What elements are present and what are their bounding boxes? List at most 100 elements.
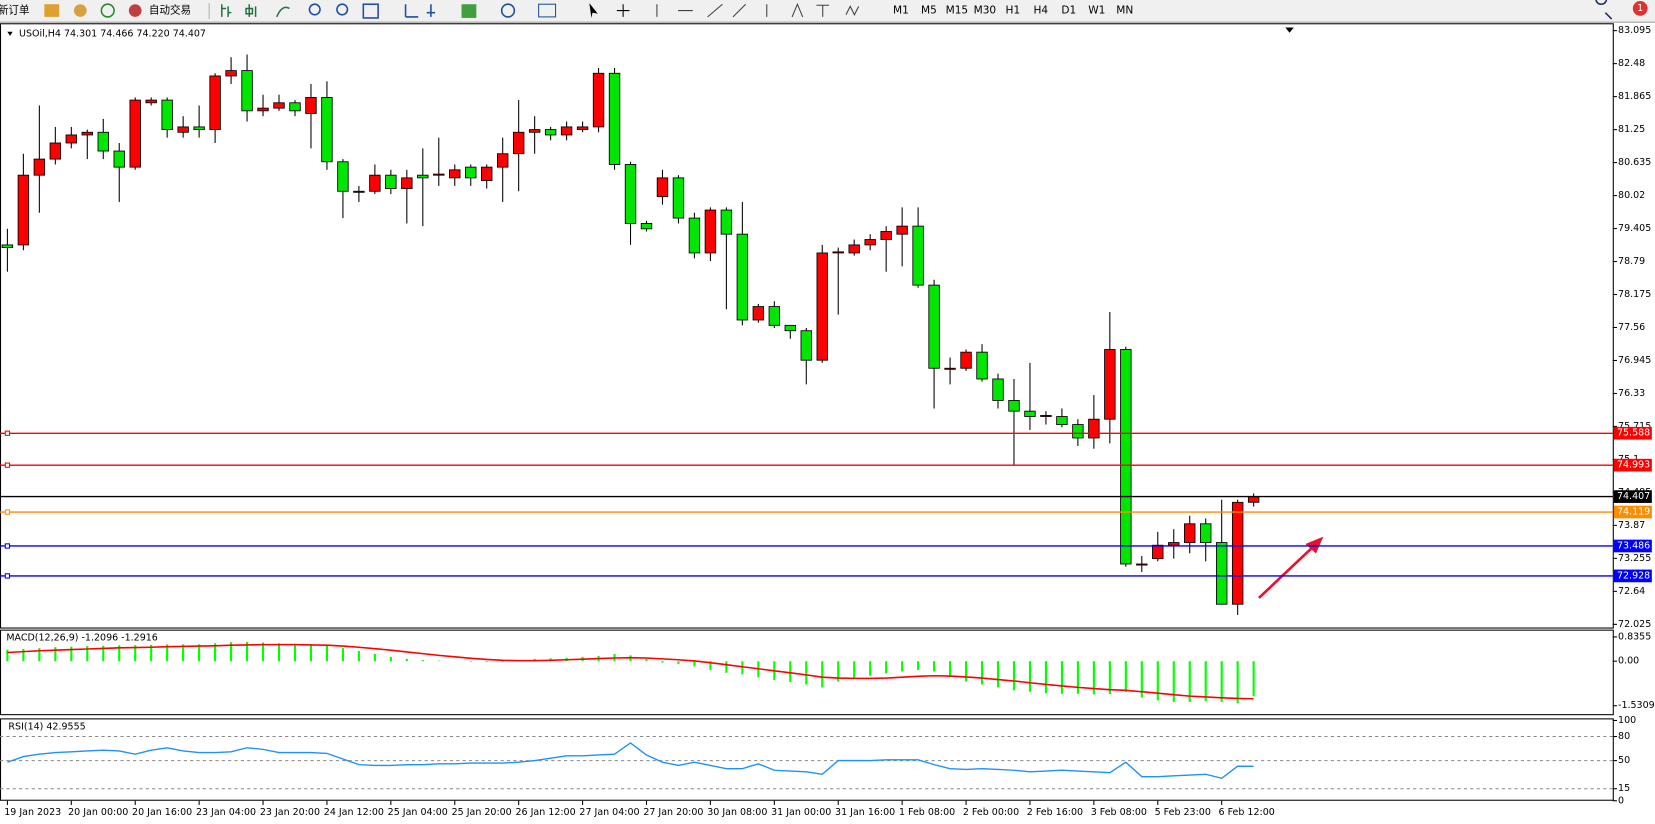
macd-title: MACD(12,26,9) -1.2096 -1.2916 [6,633,158,644]
signal-line [7,643,1254,700]
y-tick-label: 81.25 [1618,124,1645,135]
timeframe-button[interactable]: M1 [893,5,909,17]
timeframe-button[interactable]: H1 [1006,5,1021,17]
candle-body [113,150,125,168]
annotation-arrow-head [1305,536,1324,554]
candle-body [33,158,46,176]
level-label-bg [1613,505,1652,519]
candle-body [1120,349,1132,565]
crosshair-tool[interactable] [616,4,630,17]
auto-trading-icon[interactable] [128,4,142,17]
timeframe-button[interactable]: M30 [974,5,997,17]
histogram-bar [645,658,648,662]
histogram-bar [54,647,57,662]
histogram-bar [1252,661,1255,697]
y-tick-label: -1.5309 [1618,700,1655,711]
y-tick-label: 72.64 [1618,586,1645,597]
histogram-bar [1092,661,1095,695]
candle-body [385,174,397,190]
x-tick-label: 27 Jan 20:00 [643,807,703,818]
candle-body [768,306,781,326]
candle-body [1104,349,1116,420]
timeframe-button[interactable]: H4 [1034,5,1049,17]
icon[interactable] [73,4,87,17]
candle-body [816,252,828,361]
timeframe-button[interactable]: D1 [1061,5,1076,17]
histogram-bar [341,648,344,662]
y-tick-label: 0 [1618,795,1624,806]
icon[interactable] [276,6,290,18]
candle-body [496,153,509,168]
zoom-out[interactable] [336,3,349,16]
indicator-button[interactable] [461,4,477,18]
zoom-in[interactable] [308,3,321,16]
notification-badge[interactable] [1632,1,1648,16]
y-tick-label: 50 [1618,755,1630,766]
candle-body [704,209,717,254]
annotation-arrow [1258,543,1317,599]
cursor-tool[interactable] [589,3,598,18]
histogram-bar [725,661,728,673]
candle-body [1024,410,1036,417]
histogram-bar [1236,661,1239,704]
arrow-tool[interactable] [845,5,860,16]
x-tick-label: 20 Jan 16:00 [132,807,192,818]
candle-body [624,164,637,224]
histogram-bar [214,643,217,662]
timeframe-button[interactable]: MN [1116,5,1133,17]
icon[interactable] [44,4,60,17]
y-tick-label: 0.00 [1618,656,1639,667]
histogram-bar [405,658,408,662]
histogram-bar [485,661,488,663]
icon[interactable] [404,4,436,18]
histogram-bar [373,653,376,662]
histogram-bar [853,661,856,679]
candle-body [97,131,109,152]
y-tick-label: 78.175 [1618,289,1651,300]
timeframe-button[interactable]: M15 [946,5,969,17]
candle-body [1008,400,1020,412]
timeframe-button[interactable]: M5 [921,5,937,17]
candle-body [560,126,573,136]
histogram-bar [1076,661,1079,694]
histogram-bar [1124,661,1127,692]
histogram-bar [1028,661,1032,692]
histogram-bar [421,660,424,662]
search[interactable] [1595,0,1613,20]
histogram-bar [357,651,360,662]
candle-body [1168,542,1180,546]
candle-body [17,174,30,246]
y-tick-label: 76.33 [1618,388,1645,399]
rsi-panel [0,718,1614,801]
template-button[interactable] [538,3,557,18]
candle-body [864,239,876,246]
candle-body [1231,501,1244,605]
y-tick-label: 79.405 [1618,223,1651,234]
y-tick-label: 0.8355 [1618,631,1651,642]
auto-trading-button[interactable]: 自动交易 [149,4,191,17]
candle-body [1152,544,1164,560]
drawing-tools[interactable] [656,2,830,18]
icon[interactable] [221,4,232,17]
x-tick-label: 31 Jan 00:00 [771,807,831,818]
candle-body [209,75,221,131]
icon[interactable] [245,4,257,17]
y-tick-label: 72.025 [1618,619,1651,630]
candle-body [273,102,285,109]
histogram-bar [741,661,744,675]
histogram-bar [677,661,680,665]
y-tick-label: 80.635 [1618,157,1651,168]
new-order-button[interactable]: 新订单 [0,4,30,17]
tile[interactable] [362,3,379,19]
histogram-bar [709,661,712,670]
level-label: 74.119 [1617,507,1650,518]
candle-body [417,174,429,179]
icon[interactable] [100,3,115,18]
candle-body [1040,415,1052,417]
level-label-bg [1613,426,1652,440]
candle-body [928,284,940,369]
timeframe-button[interactable]: W1 [1088,5,1105,17]
y-tick-label: 73.87 [1618,520,1645,531]
period-button[interactable] [500,3,516,18]
